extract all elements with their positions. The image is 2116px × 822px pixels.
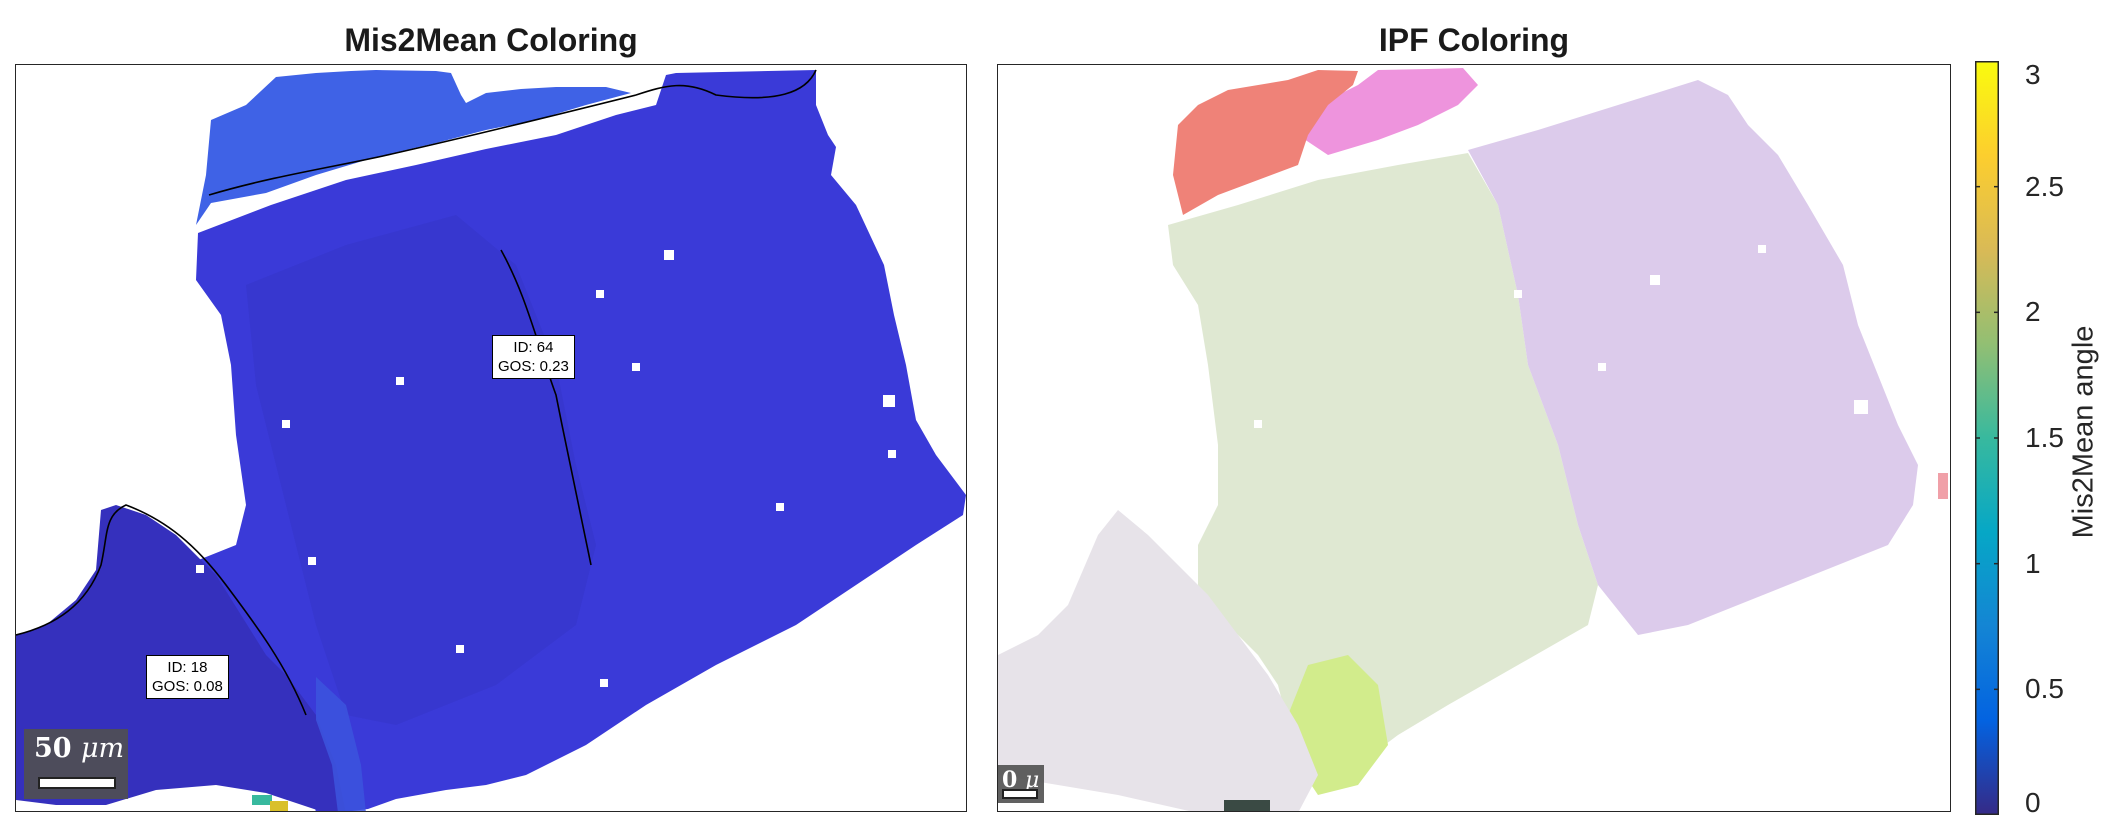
ipf-pink-strip bbox=[1298, 68, 1478, 155]
ipf-dark-speck bbox=[1224, 800, 1270, 811]
scalebar-left-text: 50 μm bbox=[34, 733, 125, 764]
grain-18-label: ID: 18 GOS: 0.08 bbox=[146, 655, 229, 699]
colorbar-tick-label: 1.5 bbox=[2025, 422, 2064, 453]
colorbar-tick-label: 2.5 bbox=[2025, 170, 2064, 202]
right-panel-title: IPF Coloring bbox=[1378, 22, 1570, 58]
scalebar-left-line bbox=[38, 777, 116, 789]
speck-green bbox=[252, 795, 272, 805]
mis2mean-map-svg bbox=[16, 69, 966, 811]
grain-boundary-18 bbox=[16, 504, 307, 716]
colorbar-tick-label: 0.5 bbox=[2025, 673, 2064, 705]
scalebar-right-line bbox=[1002, 789, 1038, 799]
colorbar-tickmarks bbox=[1975, 61, 1999, 815]
ipf-green-grain bbox=[1168, 153, 1598, 785]
speck-yellow bbox=[270, 801, 288, 811]
colorbar-tick-label: 1 bbox=[2025, 547, 2041, 579]
scalebar-right-text: 0 μ bbox=[1002, 767, 1040, 793]
ipf-gray-grain bbox=[998, 510, 1318, 811]
grain-18-strip bbox=[316, 677, 366, 811]
grain-64-label: ID: 64 GOS: 0.23 bbox=[492, 335, 575, 379]
holes bbox=[196, 250, 896, 687]
ipf-purple-grain bbox=[1468, 80, 1918, 635]
grain-boundary-inner bbox=[500, 249, 592, 566]
ipf-yellowgreen-patch bbox=[1288, 655, 1388, 795]
left-panel-title: Mis2Mean Coloring bbox=[344, 22, 638, 58]
ipf-holes bbox=[1254, 245, 1868, 428]
ipf-red-grain bbox=[1173, 70, 1358, 215]
colorbar-label: Mis2Mean angle bbox=[2067, 325, 2100, 539]
colorbar-tick-label: 0 bbox=[2025, 787, 2041, 818]
colorbar-tick-label: 3 bbox=[2025, 59, 2041, 90]
ipf-edge-speck bbox=[1938, 473, 1948, 499]
mis2mean-map[interactable]: ID: 64 GOS: 0.23 ID: 18 GOS: 0.08 50 μm bbox=[15, 64, 967, 812]
ipf-map[interactable]: 0 μ bbox=[997, 64, 1951, 812]
ipf-map-svg bbox=[998, 68, 1948, 811]
grain-boundary-top bbox=[208, 69, 817, 196]
colorbar-tick-label: 2 bbox=[2025, 296, 2041, 328]
colorbar bbox=[1975, 61, 1999, 815]
grain-top-region bbox=[196, 70, 631, 225]
